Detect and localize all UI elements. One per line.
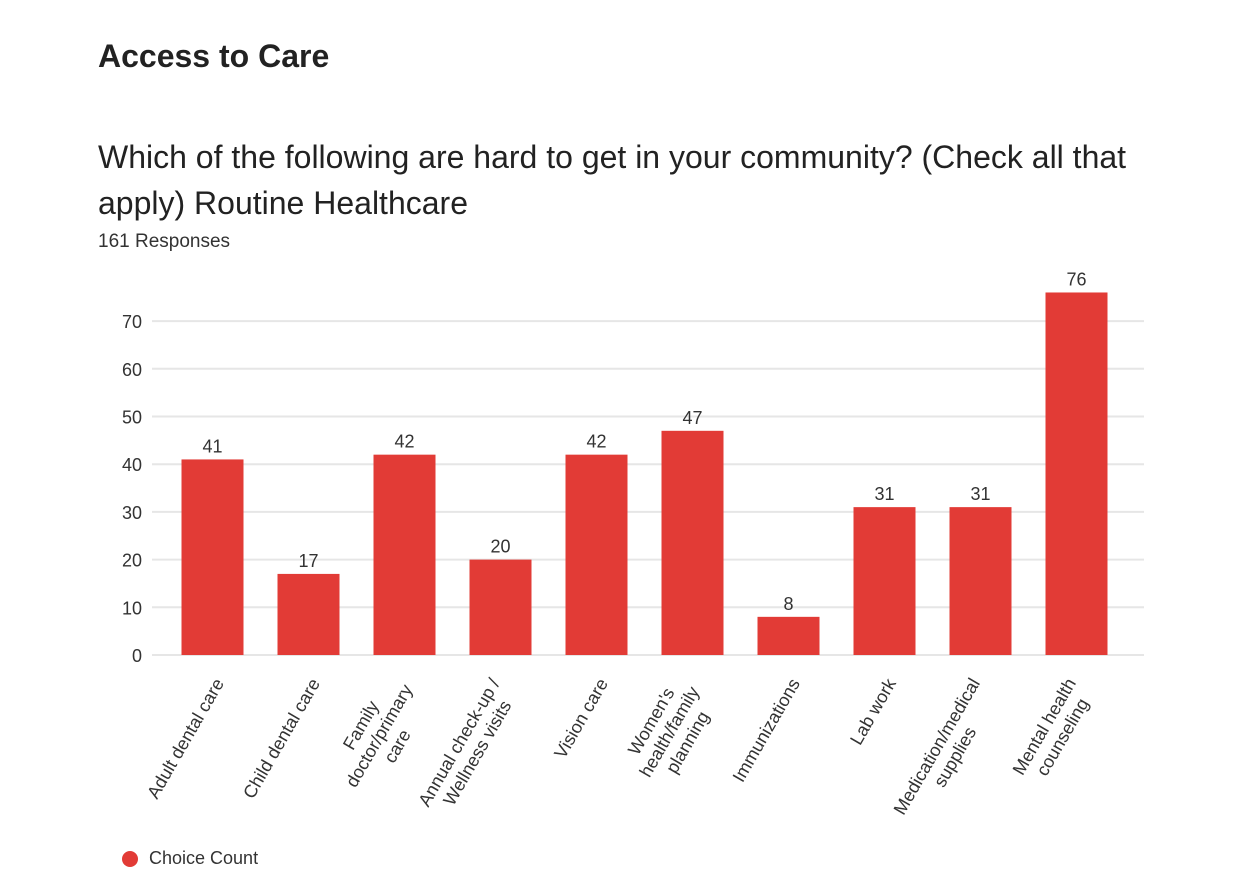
x-tick-label: Women'shealth/familyplanning <box>617 673 721 792</box>
x-tick-label: Familydoctor/primarycare <box>323 670 434 801</box>
circle-icon <box>122 850 138 867</box>
bar <box>1045 292 1108 655</box>
data-label: 8 <box>783 594 793 614</box>
bar <box>373 454 436 655</box>
y-tick-label: 60 <box>122 360 142 380</box>
y-tick-label: 0 <box>132 646 142 666</box>
data-label: 31 <box>970 484 990 504</box>
bar <box>277 573 340 655</box>
x-tick-label-line: Child dental care <box>239 675 324 802</box>
legend-label: Choice Count <box>149 848 259 868</box>
y-tick-label: 10 <box>122 598 142 618</box>
y-tick-label: 40 <box>122 455 142 475</box>
bar <box>181 459 244 655</box>
x-tick-label: Mental healthcounseling <box>1009 675 1099 789</box>
chart-legend: Choice Count <box>122 848 258 869</box>
x-tick-label: Medication/medicalsupplies <box>890 675 1003 829</box>
data-label: 17 <box>298 551 318 571</box>
x-tick-label-line: Immunizations <box>729 675 804 785</box>
x-tick-label: Vision care <box>550 675 612 762</box>
x-tick-label: Immunizations <box>729 675 804 785</box>
bar <box>757 616 820 655</box>
bar <box>949 507 1012 655</box>
bar <box>565 454 628 655</box>
y-tick-label: 20 <box>122 551 142 571</box>
y-tick-label: 30 <box>122 503 142 523</box>
x-tick-label: Adult dental care <box>143 675 228 802</box>
data-label: 76 <box>1066 269 1086 289</box>
y-tick-label: 50 <box>122 408 142 428</box>
section-title: Access to Care <box>98 38 330 74</box>
bar <box>469 559 532 655</box>
x-tick-label: Annual check-up /Wellness visits <box>414 675 522 820</box>
data-label: 41 <box>202 436 222 456</box>
x-tick-label-line: Lab work <box>846 674 900 748</box>
question-title: Which of the following are hard to get i… <box>98 139 1127 221</box>
response-count: 161 Responses <box>98 231 231 252</box>
data-label: 20 <box>490 537 510 557</box>
bar <box>661 430 724 655</box>
x-tick-label-line: Adult dental care <box>143 675 228 802</box>
data-label: 42 <box>394 432 414 452</box>
x-tick-label-line: Vision care <box>550 675 612 762</box>
data-label: 47 <box>682 408 702 428</box>
y-tick-label: 70 <box>122 312 142 332</box>
x-tick-label: Child dental care <box>239 675 324 802</box>
x-tick-label: Lab work <box>846 674 900 748</box>
bar <box>853 507 916 655</box>
data-label: 31 <box>874 484 894 504</box>
data-label: 42 <box>586 432 606 452</box>
